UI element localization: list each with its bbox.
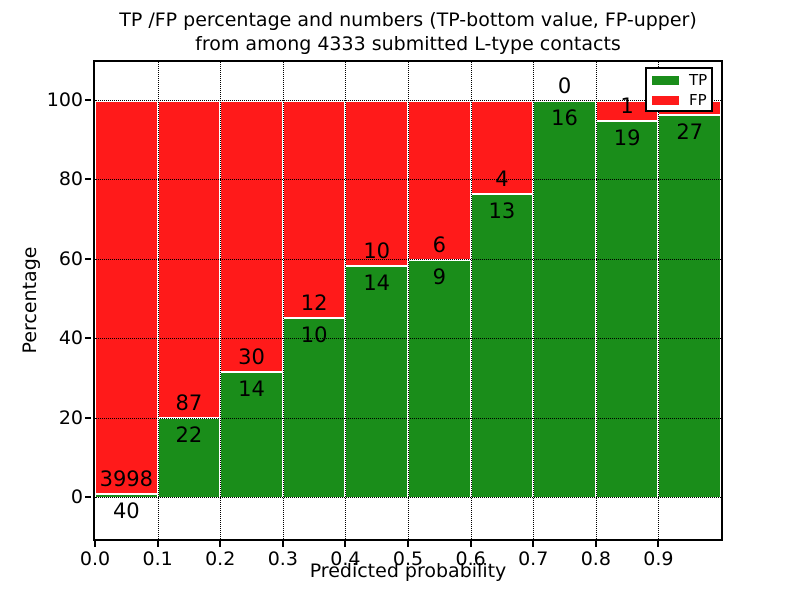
x-tick-0.9 xyxy=(657,541,660,547)
y-tick-60 xyxy=(85,257,91,260)
x-tick-label-0.8: 0.8 xyxy=(580,548,611,570)
fp-legend-swatch-icon xyxy=(652,95,679,105)
x-tick-0.5 xyxy=(407,541,409,547)
legend-item-tp: TP xyxy=(647,71,711,89)
bar-label-fp-1: 87 xyxy=(175,390,203,415)
x-tick-0.6 xyxy=(469,541,472,547)
x-tick-label-0.5: 0.5 xyxy=(392,548,424,570)
x-tick-label-0.4: 0.4 xyxy=(330,548,361,570)
legend: TP FP xyxy=(645,67,713,112)
gridline-vertical-0.2 xyxy=(220,62,222,539)
x-tick-0.1 xyxy=(156,541,159,547)
bar-label-tp-2: 14 xyxy=(238,376,265,401)
chart-title: TP /FP percentage and numbers (TP-bottom… xyxy=(108,8,708,56)
bar-label-tp-0: 40 xyxy=(112,499,140,524)
bar-label-fp-0: 3998 xyxy=(99,467,154,492)
y-tick-label-100: 100 xyxy=(46,89,83,111)
bar-segment-tp-8 xyxy=(595,119,659,497)
bar-label-tp-3: 10 xyxy=(300,322,328,347)
chart-title-line1: TP /FP percentage and numbers (TP-bottom… xyxy=(119,9,697,31)
y-tick-label-0: 0 xyxy=(70,486,83,508)
x-tick-label-0.6: 0.6 xyxy=(455,548,486,570)
bar-label-fp-5: 6 xyxy=(432,232,446,257)
x-tick-0.2 xyxy=(219,541,222,547)
y-tick-label-80: 80 xyxy=(58,168,83,191)
bar-segment-tp-3 xyxy=(282,316,346,497)
bar-label-tp-9: 27 xyxy=(676,120,704,145)
x-tick-label-0.3: 0.3 xyxy=(267,548,298,570)
y-tick-40 xyxy=(85,337,91,340)
gridline-vertical-0.7 xyxy=(533,62,535,539)
bar-label-fp-3: 12 xyxy=(300,290,328,315)
bar-segment-fp-6 xyxy=(470,100,534,194)
bar-segment-tp-5 xyxy=(408,258,471,497)
y-tick-100 xyxy=(85,99,91,101)
legend-item-fp: FP xyxy=(647,91,711,109)
bar-label-tp-5: 9 xyxy=(432,264,446,289)
bar-segment-tp-7 xyxy=(533,100,596,497)
gridline-vertical-0.6 xyxy=(470,62,472,539)
x-axis-label: Predicted probability xyxy=(309,560,507,582)
x-tick-0.7 xyxy=(532,541,535,547)
x-tick-label-0.0: 0.0 xyxy=(79,548,111,570)
bar-segment-tp-0 xyxy=(95,493,158,497)
x-tick-0.4 xyxy=(344,541,347,547)
bar-segment-fp-3 xyxy=(282,100,346,317)
x-tick-0.3 xyxy=(281,541,284,547)
bar-label-fp-7: 0 xyxy=(557,74,572,98)
y-tick-20 xyxy=(85,416,91,419)
bar-label-fp-8: 1 xyxy=(620,93,634,118)
plot-area: 399840872230141210101469413016119127 xyxy=(93,60,723,541)
tp-legend-swatch-icon xyxy=(652,75,679,85)
y-tick-label-20: 20 xyxy=(58,406,83,429)
chart-title-line2: from among 4333 submitted L-type contact… xyxy=(195,33,621,55)
x-tick-label-0.1: 0.1 xyxy=(142,548,173,570)
gridline-vertical-0.9 xyxy=(658,62,660,539)
x-tick-0.8 xyxy=(594,541,597,547)
gridline-vertical-0.5 xyxy=(408,62,409,539)
x-tick-label-0.2: 0.2 xyxy=(205,548,236,570)
bar-label-fp-2: 30 xyxy=(238,344,265,369)
tp-legend-label: TP xyxy=(689,70,708,89)
bar-segment-tp-6 xyxy=(470,193,534,497)
bar-segment-tp-2 xyxy=(220,370,283,497)
x-tick-0.0 xyxy=(94,541,96,547)
y-tick-label-40: 40 xyxy=(58,327,83,350)
x-tick-label-0.9: 0.9 xyxy=(643,548,674,570)
gridline-vertical-0.1 xyxy=(157,62,159,539)
bar-label-tp-7: 16 xyxy=(551,106,578,130)
x-tick-label-0.7: 0.7 xyxy=(518,548,549,570)
bar-label-tp-4: 14 xyxy=(363,271,391,296)
y-tick-label-60: 60 xyxy=(58,247,83,270)
bar-label-tp-1: 22 xyxy=(175,422,203,447)
y-tick-0 xyxy=(85,496,91,498)
bar-label-tp-8: 19 xyxy=(613,125,641,150)
bar-segment-tp-1 xyxy=(157,416,221,497)
bar-segment-tp-9 xyxy=(658,114,721,497)
bar-segment-fp-0 xyxy=(95,100,158,494)
bar-label-fp-4: 10 xyxy=(363,239,391,264)
bar-label-fp-6: 4 xyxy=(495,167,509,192)
gridline-vertical-0.8 xyxy=(595,62,597,539)
bar-label-tp-6: 13 xyxy=(488,199,516,224)
gridline-vertical-0.4 xyxy=(345,62,347,539)
y-tick-80 xyxy=(85,178,91,181)
gridline-vertical-0.3 xyxy=(282,62,284,539)
fp-legend-label: FP xyxy=(689,90,707,109)
